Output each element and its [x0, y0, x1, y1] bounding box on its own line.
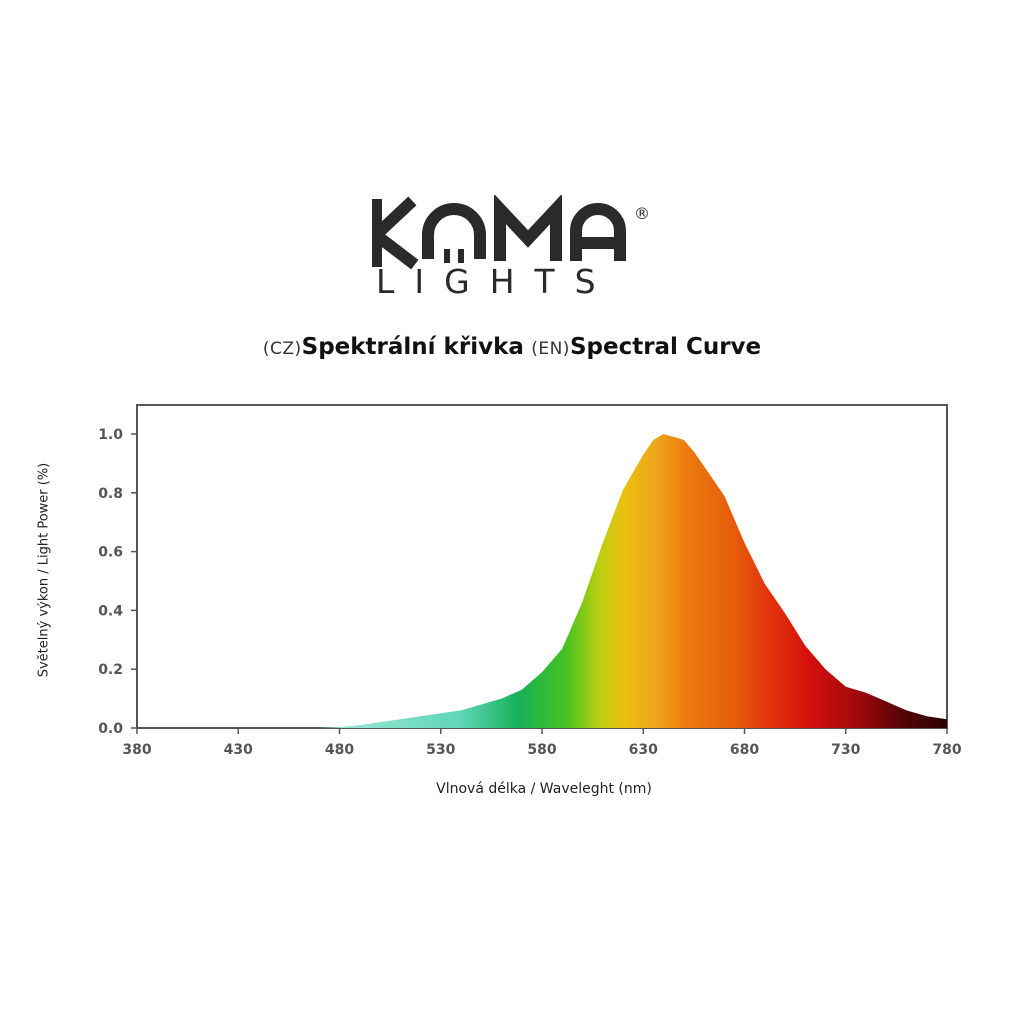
x-tick-label: 380	[122, 742, 151, 758]
x-tick-label: 780	[932, 742, 961, 758]
area-layer	[137, 434, 947, 728]
brand-logo: ® LIGHTS	[0, 195, 1024, 305]
page-title: (CZ)Spektrální křivka (EN)Spectral Curve	[0, 334, 1024, 360]
logo-subtext: LIGHTS	[376, 262, 616, 301]
koma-lights-logo: ® LIGHTS	[372, 195, 650, 301]
x-tick-label: 630	[629, 742, 658, 758]
y-tick-label: 1.0	[98, 427, 123, 443]
x-tick-label: 430	[224, 742, 253, 758]
x-tick-label: 580	[527, 742, 556, 758]
y-tick-label: 0.6	[98, 545, 123, 561]
en-title: Spectral Curve	[569, 334, 762, 360]
x-tick-label: 530	[426, 742, 455, 758]
x-axis: 380 430 480 530 580 630 680 730 780	[122, 728, 962, 758]
y-axis-label: Světelný výkon / Light Power (%)	[36, 462, 52, 678]
y-tick-label: 0.4	[98, 603, 123, 619]
spectral-chart: 380 430 480 530 580 630 680 730 780 0.0 0.2 0.4 0.6…	[98, 404, 962, 758]
cz-title: Spektrální křivka	[301, 334, 524, 360]
y-tick-label: 0.2	[98, 662, 123, 678]
registered-mark: ®	[634, 204, 650, 223]
y-tick-label: 0.0	[98, 721, 123, 737]
y-axis: 0.0 0.2 0.4 0.6 0.8 1.0	[98, 427, 137, 737]
x-tick-label: 730	[831, 742, 860, 758]
spectral-area	[137, 434, 947, 728]
x-axis-label: Vlnová délka / Waveleght (nm)	[436, 781, 652, 797]
y-tick-label: 0.8	[98, 486, 123, 502]
cz-tag: (CZ)	[262, 339, 302, 359]
x-axis-label-wrap: Vlnová délka / Waveleght (nm)	[0, 781, 1024, 797]
en-tag: (EN)	[531, 339, 570, 359]
x-tick-label: 480	[325, 742, 354, 758]
x-tick-label: 680	[730, 742, 759, 758]
